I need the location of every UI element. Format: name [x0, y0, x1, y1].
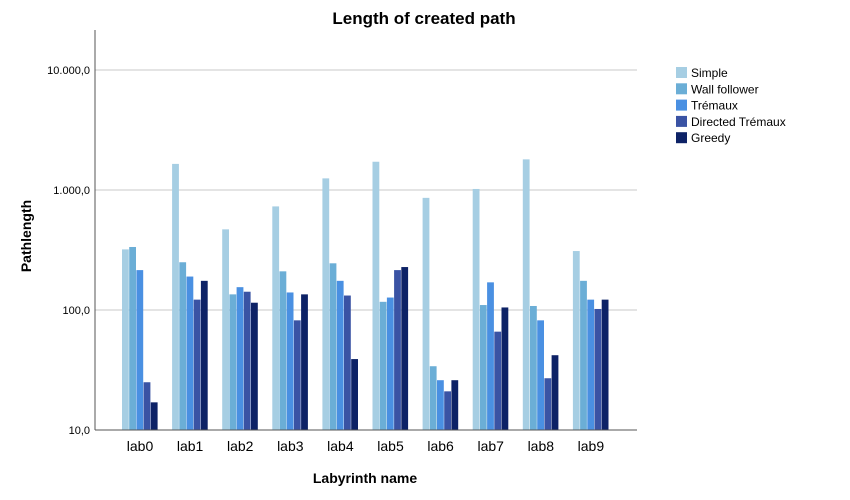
bar — [501, 307, 509, 430]
legend-swatch — [676, 115, 687, 127]
bar — [601, 299, 609, 430]
bar — [172, 163, 179, 431]
bar — [444, 391, 451, 430]
x-ticks: lab0 lab1 lab2 lab3 lab4 lab5 lab6 lab7 lab8 lab9 — [127, 438, 605, 454]
x-tick-label: lab0 — [127, 438, 154, 454]
x-tick-label: lab5 — [377, 438, 404, 454]
bar — [394, 270, 401, 430]
y-tick-label: 100,0 — [62, 305, 90, 317]
bar — [530, 305, 537, 430]
x-tick-label: lab8 — [528, 438, 555, 454]
bar — [551, 355, 559, 430]
chart-title: Length of created path — [332, 9, 515, 28]
legend-label: Directed Trémaux — [691, 115, 786, 129]
bar — [386, 297, 394, 430]
legend-label: Wall follower — [691, 82, 759, 96]
x-axis-title: Labyrinth name — [313, 470, 417, 486]
y-tick-label: 1.000,0 — [53, 185, 90, 197]
bar — [422, 197, 430, 430]
x-tick-label: lab1 — [177, 438, 204, 454]
x-tick-label: lab9 — [578, 438, 605, 454]
bar — [251, 302, 258, 430]
y-tick-label: 10.000,0 — [47, 65, 90, 77]
legend-label: Trémaux — [691, 99, 738, 113]
bar — [372, 161, 380, 431]
bar — [429, 366, 437, 430]
bar — [487, 282, 494, 430]
x-tick-label: lab4 — [327, 438, 354, 454]
bar — [186, 276, 194, 430]
bar — [272, 206, 280, 430]
bar — [329, 263, 337, 430]
bar — [572, 251, 580, 430]
bar — [472, 188, 480, 430]
bar — [301, 294, 308, 430]
x-tick-label: lab2 — [227, 438, 254, 454]
bar — [379, 301, 387, 430]
bar — [322, 178, 330, 430]
legend-label: Simple — [691, 66, 728, 80]
bar — [136, 270, 144, 430]
bar — [594, 308, 602, 430]
bar — [580, 280, 587, 430]
bar — [129, 246, 136, 430]
bar — [494, 331, 502, 430]
bar — [236, 287, 244, 430]
legend-swatch — [676, 99, 687, 111]
legend-swatch — [676, 132, 687, 144]
bar — [122, 249, 129, 430]
bar — [143, 382, 151, 430]
x-tick-label: lab7 — [477, 438, 504, 454]
legend: Simple Wall follower Trémaux Directed Tréma… — [676, 66, 786, 145]
bar — [344, 295, 351, 430]
legend-swatch — [676, 83, 687, 95]
bar — [401, 267, 409, 430]
bar — [222, 229, 229, 430]
bar — [200, 280, 208, 430]
bar — [451, 380, 459, 430]
bar — [193, 299, 201, 430]
x-tick-label: lab3 — [277, 438, 304, 454]
y-axis-title: Pathlength — [18, 200, 34, 272]
bar — [351, 359, 358, 430]
y-ticks: 10,0 100,0 1.000,0 10.000,0 — [47, 65, 90, 437]
bar — [437, 380, 444, 430]
bar — [229, 294, 237, 430]
bar — [479, 305, 487, 430]
legend-label: Greedy — [691, 131, 730, 145]
bar — [336, 280, 344, 430]
bar — [293, 320, 301, 430]
bar — [537, 320, 544, 430]
axes — [94, 30, 637, 431]
legend-swatch — [676, 67, 687, 78]
bar — [243, 291, 251, 430]
x-tick-label: lab6 — [427, 438, 454, 454]
bar — [544, 378, 552, 430]
bar — [522, 159, 530, 430]
bar — [279, 271, 287, 430]
bar — [587, 299, 595, 430]
bars — [122, 159, 609, 431]
bar — [150, 402, 158, 430]
bar — [286, 292, 294, 430]
y-tick-label: 10,0 — [69, 425, 90, 437]
bar — [179, 262, 187, 430]
